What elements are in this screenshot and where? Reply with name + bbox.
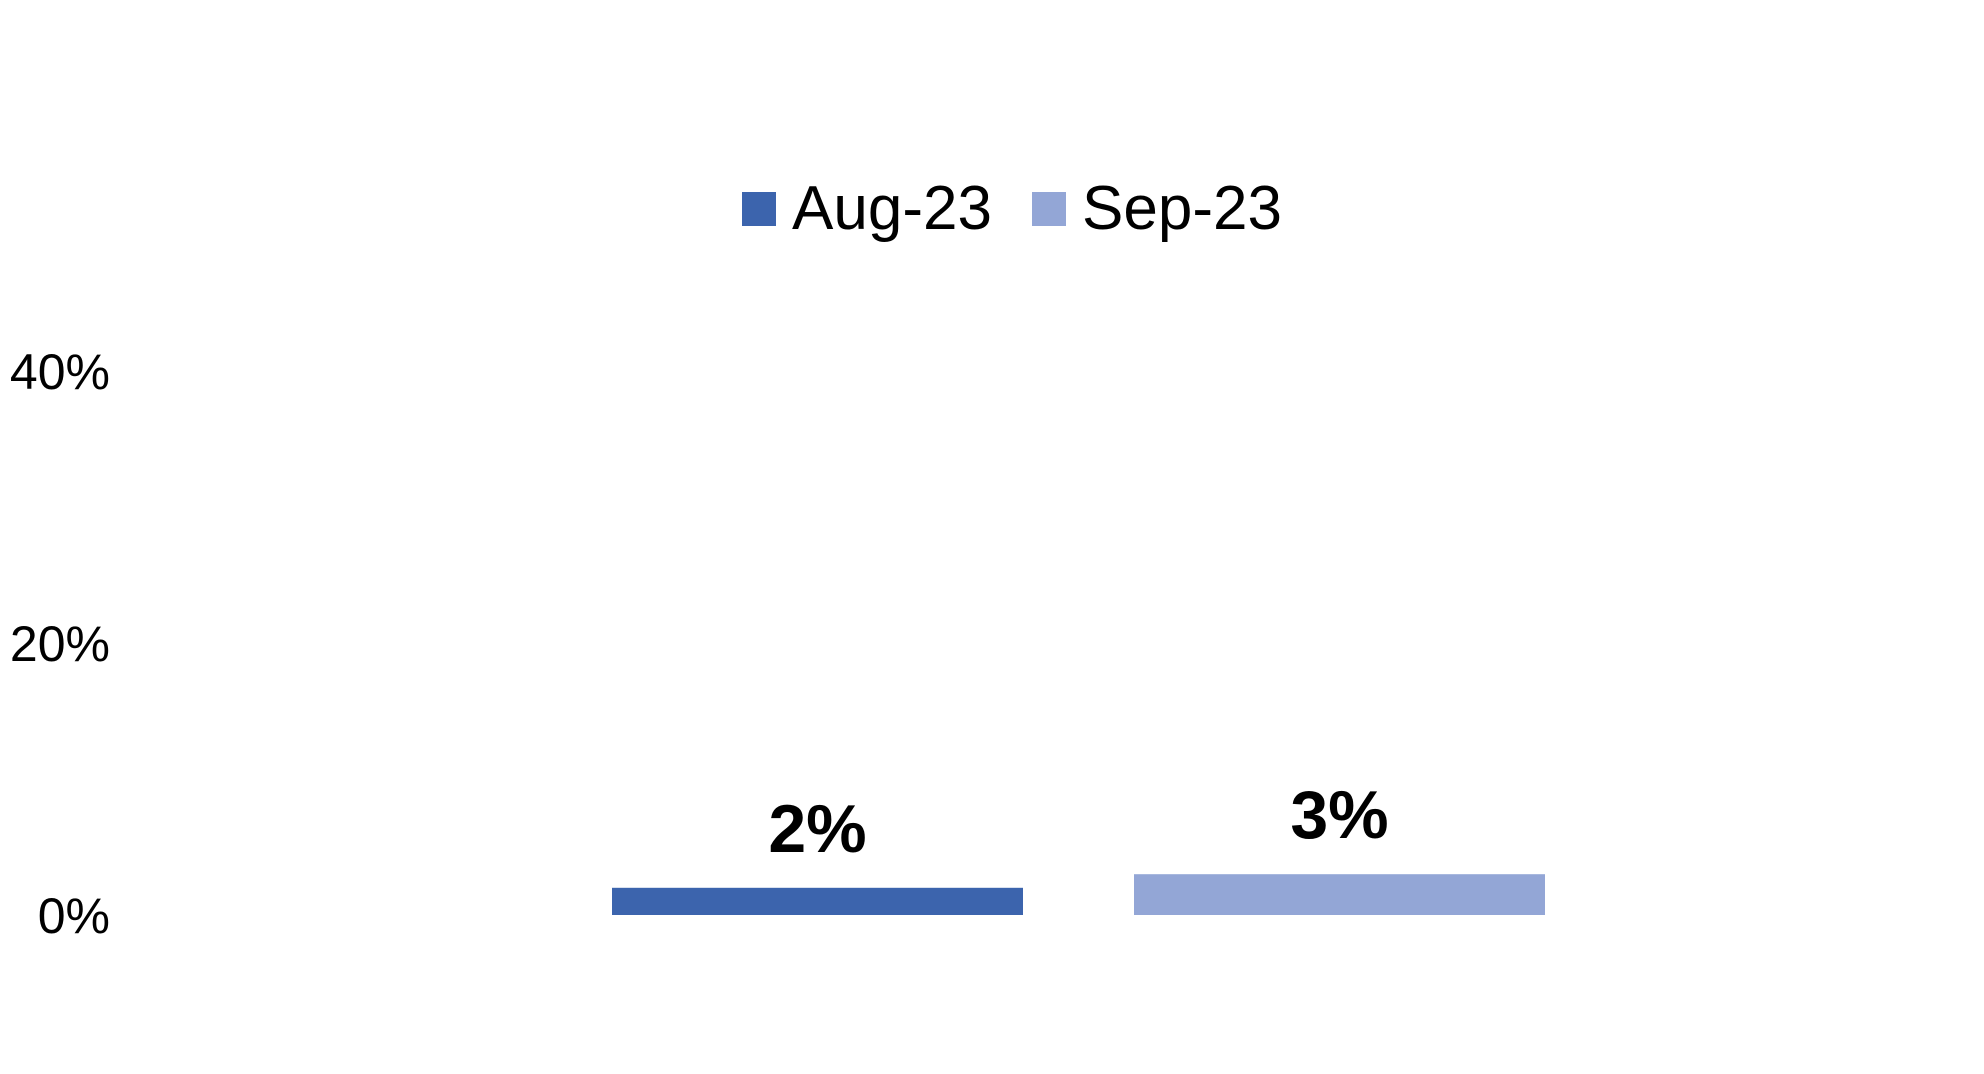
legend-label-sep-23: Sep-23 [1082, 174, 1282, 243]
y-tick-label: 40% [10, 344, 110, 400]
bar-aug-23 [612, 887, 1023, 915]
legend-label-aug-23: Aug-23 [792, 174, 992, 243]
y-axis: 40% 20% 0% [10, 344, 110, 944]
legend-swatch-sep-23 [1032, 192, 1066, 226]
y-tick-label: 0% [38, 888, 110, 944]
data-label-group: 2% 3% [768, 777, 1388, 867]
data-label-aug-23: 2% [768, 791, 866, 867]
y-tick-label: 20% [10, 616, 110, 672]
bar-sep-23 [1134, 874, 1545, 915]
data-label-sep-23: 3% [1290, 777, 1388, 853]
legend-swatch-aug-23 [742, 192, 776, 226]
bar-series-group [612, 874, 1545, 915]
chart-legend: Aug-23 Sep-23 [742, 174, 1282, 243]
